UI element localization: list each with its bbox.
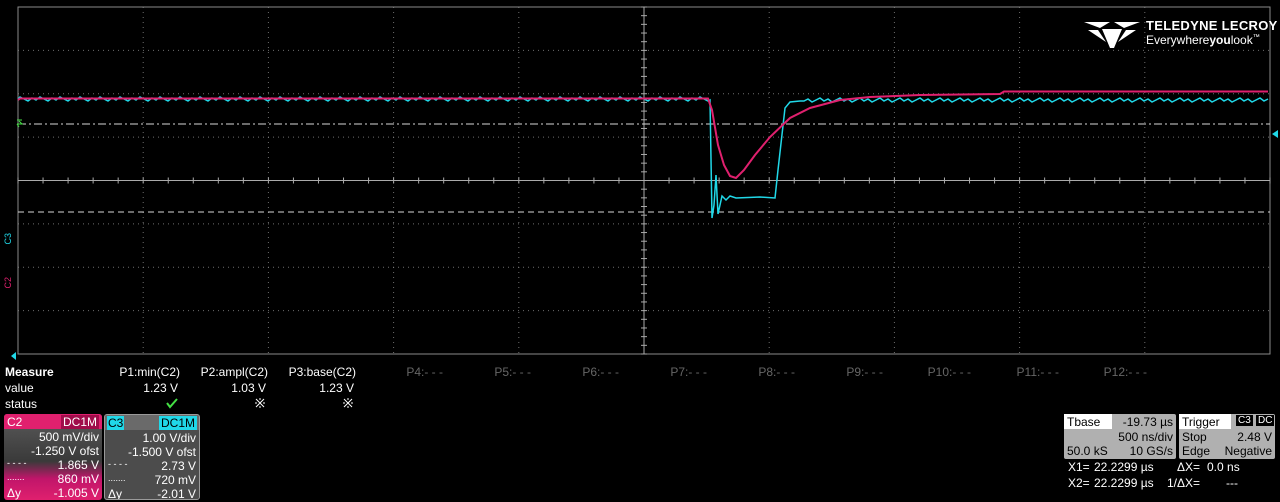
- status-warning-icon: [342, 396, 354, 414]
- x1-value: 22.2299 µs: [1094, 460, 1154, 474]
- channel-3-descriptor[interactable]: C3 DC1M 1.00 V/div -1.500 V ofst - - - -…: [104, 414, 200, 500]
- trigger-slope: Negative: [1224, 444, 1272, 458]
- waveform-grid[interactable]: [0, 0, 1280, 360]
- status-check-icon: [166, 396, 178, 414]
- ch2-name: C2: [7, 415, 23, 429]
- ground-marker-icon: [16, 119, 24, 128]
- trigger-label: Trigger: [1182, 415, 1220, 429]
- dx-label: ΔX=: [1177, 460, 1201, 474]
- timebase-label-bg: [1064, 414, 1112, 429]
- measure-param-label[interactable]: P5:- - -: [494, 365, 531, 379]
- logo-tagline: Everywhereyoulook™: [1146, 33, 1260, 47]
- ch2-coupling: DC1M: [60, 415, 99, 429]
- inv-dx-label: 1/ΔX=: [1167, 476, 1201, 490]
- trigger-source: C3: [1236, 415, 1253, 426]
- measure-param-label[interactable]: P7:- - -: [670, 365, 707, 379]
- trigger-level-marker-icon: [1272, 130, 1278, 138]
- cursor1-dash-icon: - - - -: [108, 459, 128, 469]
- channel-2-descriptor[interactable]: C2 DC1M 500 mV/div -1.250 V ofst - - - -…: [4, 414, 102, 500]
- dx-value: 0.0 ns: [1207, 460, 1240, 474]
- ch3-offset: -1.500 V ofst: [127, 445, 196, 459]
- ch3-coupling: DC1M: [158, 416, 197, 430]
- timebase-samples: 50.0 kS: [1067, 444, 1108, 458]
- measure-param-label[interactable]: P11:- - -: [1016, 365, 1059, 379]
- status-warning-icon: [254, 396, 266, 414]
- ch2-cursor1: 1.865 V: [57, 458, 99, 472]
- lecroy-logo-icon: [1084, 22, 1140, 48]
- channel-3-marker[interactable]: C3: [3, 233, 13, 245]
- trigger-coupling: DC: [1256, 415, 1275, 426]
- measure-param-label[interactable]: P8:- - -: [758, 365, 795, 379]
- teledyne-lecroy-logo: TELEDYNE LECROY Everywhereyoulook™: [1084, 16, 1277, 53]
- inv-dx-value: ---: [1226, 476, 1238, 490]
- ch2-cursor2: 860 mV: [57, 472, 99, 486]
- x1-label: X1=: [1068, 460, 1090, 474]
- timebase-scale: 500 ns/div: [1118, 430, 1173, 444]
- x2-label: X2=: [1068, 476, 1090, 490]
- measure-param-label[interactable]: P3:base(C2): [288, 365, 356, 379]
- measure-param-label[interactable]: P9:- - -: [846, 365, 883, 379]
- trigger-type: Edge: [1182, 444, 1211, 458]
- trigger-level: 2.48 V: [1237, 430, 1272, 444]
- channel-2-marker[interactable]: C2: [3, 277, 13, 289]
- ch3-cursor2: 720 mV: [154, 473, 196, 487]
- ch3-dy: -2.01 V: [157, 487, 196, 500]
- measure-param-value: 1.03 V: [231, 381, 266, 395]
- logo-brand: TELEDYNE LECROY: [1146, 18, 1278, 33]
- trigger-descriptor[interactable]: Trigger C3 DC Stop 2.48 V Edge Negative: [1179, 414, 1275, 459]
- x2-value: 22.2299 µs: [1094, 476, 1154, 490]
- ch2-offset: -1.250 V ofst: [30, 444, 99, 458]
- timebase-label: Tbase: [1067, 415, 1101, 429]
- ch3-name: C3: [107, 416, 125, 430]
- trigger-label-bg: [1179, 414, 1231, 429]
- measure-param-label[interactable]: P4:- - -: [406, 365, 443, 379]
- measure-param-label[interactable]: P1:min(C2): [119, 365, 180, 379]
- trigger-mode: Stop: [1182, 430, 1207, 444]
- cursor2-dot-icon: .......: [108, 473, 126, 483]
- measure-param-label[interactable]: P2:ampl(C2): [200, 365, 268, 379]
- measure-value-row-label: value: [5, 381, 34, 395]
- measure-param-label[interactable]: P6:- - -: [582, 365, 619, 379]
- ch3-header: C3 DC1M: [105, 415, 199, 430]
- ch2-dy-label: Δy: [7, 486, 22, 500]
- channel-2-trace: [17, 90, 1268, 180]
- timebase-descriptor[interactable]: Tbase -19.73 µs 500 ns/div 50.0 kS 10 GS…: [1064, 414, 1176, 459]
- channel-3-trace: [17, 96, 1269, 219]
- measure-param-value: 1.23 V: [143, 381, 178, 395]
- ch3-scale: 1.00 V/div: [142, 431, 196, 445]
- ch2-header: C2 DC1M: [4, 414, 102, 429]
- cursor1-dash-icon: - - - -: [7, 458, 27, 468]
- measure-param-label[interactable]: P10:- - -: [927, 365, 971, 379]
- measure-status-row-label: status: [5, 397, 38, 411]
- measure-param-label[interactable]: P12:- - -: [1103, 365, 1147, 379]
- ch3-cursor1: 2.73 V: [161, 459, 196, 473]
- measure-param-value: 1.23 V: [319, 381, 354, 395]
- ch2-dy: -1.005 V: [53, 486, 99, 500]
- ch3-dy-label: Δy: [108, 487, 123, 500]
- measure-header: Measure: [5, 365, 54, 379]
- timebase-rate: 10 GS/s: [1129, 444, 1173, 458]
- ch2-scale: 500 mV/div: [38, 430, 99, 444]
- cursor2-dot-icon: .......: [7, 472, 25, 482]
- trigger-position-marker-icon: [11, 352, 16, 360]
- timebase-delay: -19.73 µs: [1122, 415, 1173, 429]
